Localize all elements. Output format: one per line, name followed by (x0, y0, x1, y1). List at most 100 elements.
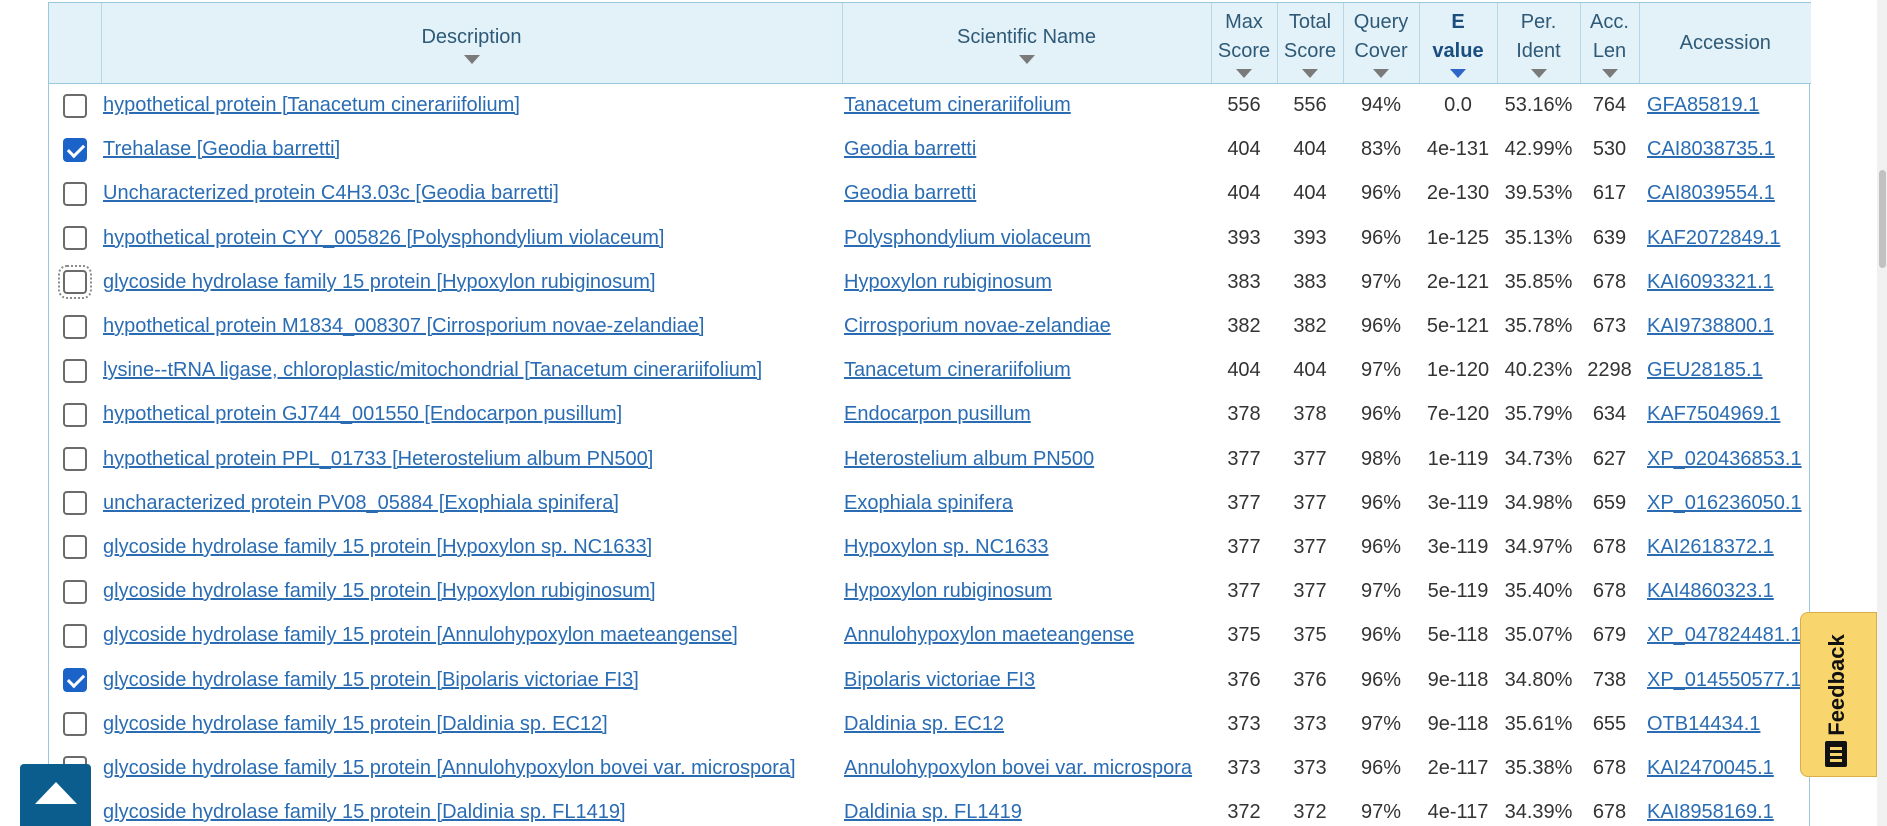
scrollbar-thumb[interactable] (1879, 170, 1886, 268)
row-select-checkbox[interactable] (63, 314, 87, 339)
max-score-cell: 377 (1227, 535, 1261, 558)
scientific-name-link[interactable]: Geodia barretti (844, 182, 977, 205)
header-description[interactable]: Description (100, 2, 842, 84)
accession-link[interactable]: CAI8039554.1 (1647, 182, 1775, 205)
description-link[interactable]: hypothetical protein CYY_005826 [Polysph… (103, 226, 665, 249)
scientific-name-link[interactable]: Exophiala spinifera (844, 491, 1013, 514)
accession-link[interactable]: KAF7504969.1 (1647, 403, 1781, 426)
row-select-checkbox[interactable] (58, 265, 92, 300)
header-total-score[interactable]: Total Score (1276, 2, 1343, 84)
row-select-checkbox[interactable] (63, 93, 87, 118)
accession-link[interactable]: XP_014550577.1 (1647, 668, 1802, 691)
accession-link[interactable]: KAI4860323.1 (1647, 580, 1774, 603)
back-to-top-button[interactable] (20, 764, 91, 826)
select-cell (49, 216, 101, 260)
scientific-name-link[interactable]: Hypoxylon rubiginosum (844, 270, 1052, 293)
results-body: hypothetical protein [Tanacetum cinerari… (49, 84, 1811, 826)
row-select-checkbox[interactable] (63, 712, 87, 737)
scientific-name-link[interactable]: Daldinia sp. FL1419 (844, 801, 1022, 824)
header-total-score-label-1: Total (1288, 11, 1332, 33)
row-select-checkbox[interactable] (63, 358, 87, 383)
feedback-button[interactable]: Feedback (1800, 612, 1877, 777)
scientific-name-link[interactable]: Annulohypoxylon bovei var. microspora (844, 756, 1192, 779)
description-link[interactable]: Uncharacterized protein C4H3.03c [Geodia… (103, 182, 559, 205)
description-link[interactable]: glycoside hydrolase family 15 protein [B… (103, 668, 639, 691)
accession-link[interactable]: GFA85819.1 (1647, 94, 1760, 117)
row-select-checkbox[interactable] (63, 181, 87, 206)
sort-down-icon[interactable] (1018, 54, 1035, 64)
row-select-checkbox[interactable] (63, 402, 87, 427)
description-link[interactable]: glycoside hydrolase family 15 protein [A… (103, 756, 796, 779)
header-acc-len[interactable]: Acc. Len (1579, 2, 1639, 84)
accession-link[interactable]: CAI8038735.1 (1647, 138, 1775, 161)
row-select-checkbox[interactable] (63, 226, 87, 251)
accession-link[interactable]: XP_016236050.1 (1647, 491, 1802, 514)
description-link[interactable]: glycoside hydrolase family 15 protein [A… (103, 624, 738, 647)
header-total-score-label-2: Score (1283, 40, 1337, 62)
header-max-score[interactable]: Max Score (1210, 2, 1277, 84)
sort-down-icon[interactable] (1302, 69, 1318, 78)
description-link[interactable]: lysine--tRNA ligase, chloroplastic/mitoc… (103, 359, 763, 382)
accession-link[interactable]: KAI9738800.1 (1647, 315, 1774, 338)
row-select-checkbox[interactable] (63, 668, 87, 693)
header-accession[interactable]: Accession (1638, 2, 1811, 84)
description-link[interactable]: uncharacterized protein PV08_05884 [Exop… (103, 491, 619, 514)
acc-len-cell: 678 (1592, 535, 1627, 558)
row-select-checkbox[interactable] (63, 579, 87, 604)
accession-link[interactable]: GEU28185.1 (1647, 359, 1763, 382)
scientific-name-link[interactable]: Endocarpon pusillum (844, 403, 1031, 426)
scientific-name-link[interactable]: Polysphondylium violaceum (844, 226, 1091, 249)
row-select-checkbox[interactable] (63, 535, 87, 560)
accession-link[interactable]: KAI8958169.1 (1647, 801, 1774, 824)
accession-link[interactable]: XP_020436853.1 (1647, 447, 1802, 470)
scientific-name-link[interactable]: Annulohypoxylon maeteangense (844, 624, 1135, 647)
scientific-name-link[interactable]: Geodia barretti (844, 138, 977, 161)
scientific-name-link[interactable]: Bipolaris victoriae FI3 (844, 668, 1036, 691)
accession-link[interactable]: OTB14434.1 (1647, 712, 1761, 735)
sort-down-active-icon[interactable] (1450, 69, 1466, 78)
scientific-name-link[interactable]: Cirrosporium novae-zelandiae (844, 315, 1111, 338)
row-select-checkbox[interactable] (63, 447, 87, 472)
scrollbar-track[interactable] (1877, 0, 1887, 826)
description-link[interactable]: glycoside hydrolase family 15 protein [H… (103, 270, 656, 293)
description-link[interactable]: glycoside hydrolase family 15 protein [H… (103, 580, 656, 603)
header-scientific-name[interactable]: Scientific Name (841, 2, 1211, 84)
scientific-name-link[interactable]: Daldinia sp. EC12 (844, 712, 1005, 735)
sort-down-icon[interactable] (463, 54, 480, 64)
description-link[interactable]: hypothetical protein M1834_008307 [Cirro… (103, 315, 705, 338)
sort-down-icon[interactable] (1530, 69, 1547, 78)
sort-down-icon[interactable] (1236, 69, 1252, 78)
description-link[interactable]: glycoside hydrolase family 15 protein [H… (103, 535, 653, 558)
accession-link[interactable]: KAI2618372.1 (1647, 535, 1774, 558)
description-link[interactable]: glycoside hydrolase family 15 protein [D… (103, 712, 608, 735)
scientific-name-link[interactable]: Tanacetum cinerariifolium (844, 94, 1071, 117)
description-link[interactable]: hypothetical protein GJ744_001550 [Endoc… (103, 403, 623, 426)
description-link[interactable]: hypothetical protein PPL_01733 [Heterost… (103, 447, 654, 470)
scientific-name-link[interactable]: Hypoxylon sp. NC1633 (844, 535, 1049, 558)
accession-link[interactable]: KAF2072849.1 (1647, 226, 1781, 249)
acc-len-cell: 2298 (1587, 359, 1632, 382)
per-ident-cell: 35.79% (1504, 403, 1573, 426)
scientific-name-link[interactable]: Tanacetum cinerariifolium (844, 359, 1071, 382)
chevron-up-icon (35, 782, 77, 804)
description-link[interactable]: Trehalase [Geodia barretti] (103, 138, 341, 161)
accession-link[interactable]: KAI2470045.1 (1647, 756, 1774, 779)
scientific-name-link[interactable]: Hypoxylon rubiginosum (844, 580, 1052, 603)
row-select-checkbox[interactable] (63, 491, 87, 516)
description-link[interactable]: glycoside hydrolase family 15 protein [D… (103, 801, 626, 824)
acc-len-cell: 679 (1592, 624, 1627, 647)
sort-down-icon[interactable] (1373, 69, 1389, 78)
sort-down-icon[interactable] (1601, 69, 1618, 78)
header-query-cover[interactable]: Query Cover (1342, 2, 1419, 84)
row-select-checkbox[interactable] (63, 137, 87, 162)
scientific-name-link[interactable]: Heterostelium album PN500 (844, 447, 1095, 470)
header-per-ident[interactable]: Per. Ident (1496, 2, 1580, 84)
max-score-cell: 377 (1227, 447, 1261, 470)
description-link[interactable]: hypothetical protein [Tanacetum cinerari… (103, 94, 520, 117)
row-select-checkbox[interactable] (63, 623, 87, 648)
accession-link[interactable]: KAI6093321.1 (1647, 270, 1774, 293)
header-e-value[interactable]: E value (1418, 2, 1497, 84)
query-cover-cell: 96% (1360, 624, 1402, 647)
accession-link[interactable]: XP_047824481.1 (1647, 624, 1802, 647)
max-score-cell: 373 (1227, 756, 1261, 779)
